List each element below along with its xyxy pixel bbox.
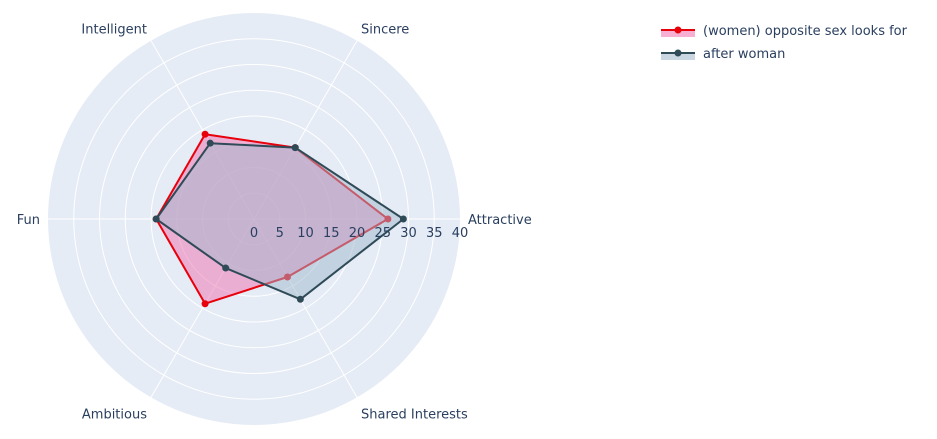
axis-label-intelligent: Intelligent [81,23,147,38]
legend-marker [674,49,682,57]
axis-label-sincere: Sincere [361,23,409,38]
data-point-ambitious[interactable] [201,300,209,308]
data-point-intelligent[interactable] [201,130,209,138]
angular-axis-labels: Attractive Sincere Intelligent Fun Ambitious… [17,23,532,423]
radial-tick-label: 5 [276,226,284,241]
radial-tick-label: 10 [297,226,314,241]
axis-label-attractive: Attractive [468,213,532,228]
radial-tick-labels: 0 5 10 15 20 25 30 35 40 [250,226,468,241]
legend-marker [674,26,682,34]
legend-label: after woman [703,47,785,62]
radial-tick-label: 35 [426,226,443,241]
axis-label-ambitious: Ambitious [82,407,147,422]
radial-tick-label: 40 [452,226,469,241]
radial-tick-label: 15 [323,226,340,241]
series-2 [152,139,407,303]
radial-tick-label: 30 [400,226,417,241]
legend-item-2[interactable]: after woman [661,47,785,62]
data-point-shared-interests[interactable] [296,295,304,303]
axis-label-fun: Fun [17,213,40,228]
legend-label: (women) opposite sex looks for [703,24,908,39]
data-point-fun[interactable] [152,215,160,223]
series-layer [152,130,407,308]
data-point-sincere[interactable] [291,144,299,152]
radial-tick-label: 0 [250,226,258,241]
axis-label-shared-interests: Shared Interests [361,407,468,422]
data-point-intelligent[interactable] [206,139,214,147]
legend[interactable]: (women) opposite sex looks for after woma… [661,24,908,62]
legend-item-1[interactable]: (women) opposite sex looks for [661,24,908,39]
series-fill [156,143,404,300]
radial-tick-label: 20 [349,226,366,241]
radial-tick-label: 25 [374,226,391,241]
data-point-ambitious[interactable] [222,264,230,272]
data-point-attractive[interactable] [399,215,407,223]
